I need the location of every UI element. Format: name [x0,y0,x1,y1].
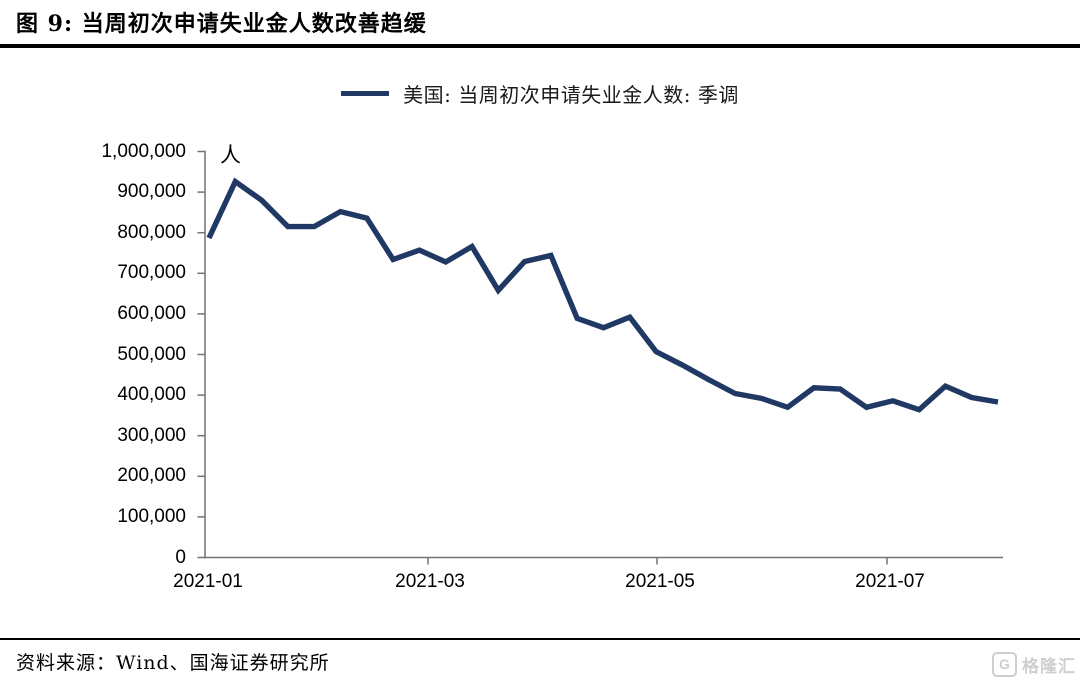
x-axis-tick-label: 2021-07 [855,571,925,592]
x-axis-tick-label: 2021-05 [625,571,695,592]
gelonghui-logo-icon: G [992,651,1017,677]
legend-series-label: 美国: 当周初次申请失业金人数: 季调 [403,82,739,107]
y-axis-tick-label: 800,000 [117,221,186,243]
y-axis-tick-label: 400,000 [117,384,186,406]
source-note: 资料来源：Wind、国海证券研究所 [16,652,330,674]
y-axis-tick-label: 100,000 [117,505,186,527]
y-axis-tick-label: 300,000 [117,424,186,446]
legend-line-swatch [341,90,390,96]
y-axis-tick-label: 200,000 [117,465,186,487]
y-axis-unit-label: 人 [220,143,241,167]
footer-divider [0,638,1080,640]
x-axis-tick-label: 2021-01 [173,571,243,592]
y-axis-tick-label: 700,000 [117,262,186,284]
y-axis-tick-label: 0 [175,546,186,568]
y-axis-tick-label: 600,000 [117,302,186,324]
y-axis-tick-label: 500,000 [117,343,186,365]
y-axis-tick-label: 1,000,000 [101,140,186,162]
chart-legend: 美国: 当周初次申请失业金人数: 季调 [0,80,1080,107]
title-divider [0,44,1080,48]
watermark-brand-text: 格隆汇 [1022,656,1076,676]
figure-title: 图 9: 当周初次申请失业金人数改善趋缓 [16,11,427,37]
gelonghui-watermark: G 格隆汇 [992,651,1076,677]
y-axis-tick-label: 900,000 [117,181,186,203]
x-axis-tick-label: 2021-03 [395,571,465,592]
